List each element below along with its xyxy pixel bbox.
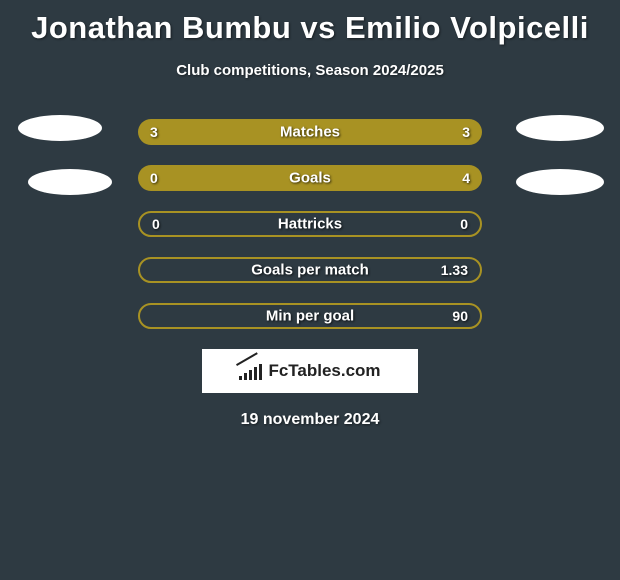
subtitle: Club competitions, Season 2024/2025 bbox=[0, 62, 620, 79]
page-title: Jonathan Bumbu vs Emilio Volpicelli bbox=[0, 0, 620, 46]
brand-logo-icon bbox=[239, 362, 262, 380]
stat-value-right: 90 bbox=[452, 308, 468, 324]
stat-row: 0 4 Goals bbox=[138, 165, 482, 191]
stat-value-right: 4 bbox=[462, 170, 470, 186]
stat-label: Goals per match bbox=[251, 262, 369, 279]
stat-value-right: 3 bbox=[462, 124, 470, 140]
stat-bar-right bbox=[200, 165, 482, 191]
player-right-avatar-1 bbox=[516, 115, 604, 141]
stat-value-left: 0 bbox=[152, 216, 160, 232]
brand-box[interactable]: FcTables.com bbox=[202, 349, 418, 393]
brand-text: FcTables.com bbox=[268, 361, 380, 381]
stat-row: 1.33 Goals per match bbox=[138, 257, 482, 283]
stat-value-right: 1.33 bbox=[441, 262, 468, 278]
stats-area: 3 3 Matches 0 4 Goals 0 0 Hattricks 1.33 Goals per… bbox=[0, 119, 620, 329]
player-left-avatar-2 bbox=[28, 169, 112, 195]
player-left-avatar-1 bbox=[18, 115, 102, 141]
stat-value-left: 0 bbox=[150, 170, 158, 186]
stat-rows: 3 3 Matches 0 4 Goals 0 0 Hattricks 1.33 Goals per… bbox=[138, 119, 482, 329]
stat-bar-left bbox=[138, 165, 200, 191]
stat-label: Min per goal bbox=[266, 308, 354, 325]
stat-row: 0 0 Hattricks bbox=[138, 211, 482, 237]
stat-value-left: 3 bbox=[150, 124, 158, 140]
stat-label: Goals bbox=[289, 170, 331, 187]
stat-value-right: 0 bbox=[460, 216, 468, 232]
date-text: 19 november 2024 bbox=[0, 411, 620, 429]
stat-row: 90 Min per goal bbox=[138, 303, 482, 329]
stat-label: Matches bbox=[280, 124, 340, 141]
stat-row: 3 3 Matches bbox=[138, 119, 482, 145]
stat-label: Hattricks bbox=[278, 216, 342, 233]
player-right-avatar-2 bbox=[516, 169, 604, 195]
